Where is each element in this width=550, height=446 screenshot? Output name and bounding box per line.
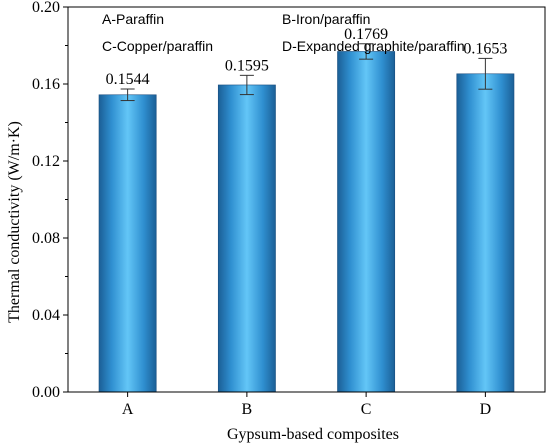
- legend-entry-a: A-Paraffin: [102, 11, 164, 27]
- data-label-b: 0.1595: [225, 57, 269, 74]
- legend-entry-d: D-Expanded graphite/paraffin: [282, 38, 465, 54]
- y-tick-label-2: 0.08: [32, 230, 60, 247]
- y-tick-label-5: 0.20: [32, 0, 60, 16]
- bar-a: [98, 94, 157, 393]
- x-tick-label-d: D: [480, 401, 492, 418]
- legend-entry-c: C-Copper/paraffin: [102, 38, 213, 54]
- data-label-a: 0.1544: [106, 71, 150, 88]
- data-label-d: 0.1653: [463, 40, 507, 57]
- data-label-c: 0.1769: [344, 26, 388, 43]
- y-tick-label-3: 0.12: [32, 153, 60, 170]
- x-tick-label-b: B: [242, 401, 253, 418]
- x-axis-label: Gypsum-based composites: [227, 426, 399, 443]
- x-tick-label-c: C: [361, 401, 372, 418]
- bar-b: [217, 84, 276, 393]
- legend: A-Paraffin B-Iron/paraffin C-Copper/para…: [102, 11, 465, 54]
- y-tick-label-1: 0.04: [32, 307, 60, 324]
- legend-entry-b: B-Iron/paraffin: [282, 11, 370, 27]
- y-tick-label-0: 0.00: [32, 384, 60, 401]
- bar-c: [337, 51, 396, 393]
- y-tick-label-4: 0.16: [32, 76, 60, 93]
- bar-d: [456, 73, 515, 393]
- y-axis-label: Thermal conductivity (W/m·K): [6, 121, 23, 323]
- x-tick-label-a: A: [122, 401, 134, 418]
